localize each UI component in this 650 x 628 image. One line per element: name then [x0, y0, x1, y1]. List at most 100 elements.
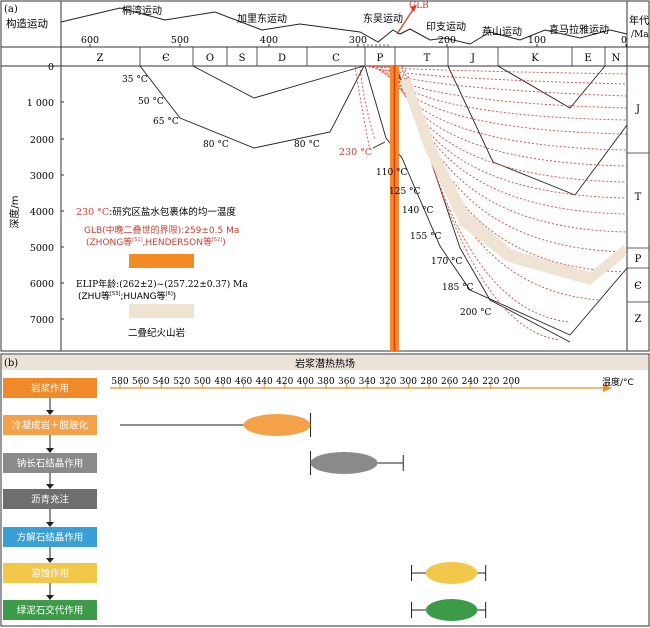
temp-tick-label: 260	[441, 377, 458, 387]
temp-tick-label: 320	[379, 377, 396, 387]
process-range-ellipse	[243, 414, 311, 436]
flow-arrowhead	[46, 595, 54, 600]
depth-tick: 0	[48, 62, 54, 73]
temp-tick-label: 220	[482, 377, 499, 387]
column-p: P	[635, 254, 642, 265]
process-label: 沥青充注	[31, 494, 70, 506]
process-label-box	[3, 415, 97, 435]
isotherm-125: 125 °C	[389, 187, 421, 197]
isotherm-170: 170 °C	[431, 257, 463, 267]
event-himalayan: 喜马拉雅运动	[549, 23, 609, 36]
age-tick: 400	[260, 35, 278, 46]
depth-tick: 6000	[30, 279, 54, 290]
stratum-j: J	[470, 53, 475, 64]
temp-tick-label: 480	[214, 377, 231, 387]
process-label: 方解石结晶作用	[17, 532, 84, 544]
isotherm-65: 65 °C	[153, 117, 179, 127]
isotherm-230: 230 °C	[339, 147, 372, 158]
isotherm-155: 155 °C	[410, 232, 442, 242]
legend-item-1: 230 °C:研究区盐水包裹体的均一温度	[76, 206, 236, 218]
process-label-box	[3, 563, 97, 583]
age-axis: 600 500 400 300 200 100 0	[81, 35, 627, 47]
panel-b-label: (b)	[4, 358, 18, 369]
process-range-ellipse	[425, 599, 478, 621]
depth-tick: 7000	[30, 315, 54, 326]
temp-tick-label: 460	[235, 377, 252, 387]
stratum-cambrian: Є	[162, 53, 170, 64]
age-tick: 300	[349, 35, 367, 46]
temp-tick-label: 360	[338, 377, 355, 387]
panel-a-label: (a)	[4, 4, 18, 15]
temp-tick-label: 280	[420, 377, 437, 387]
stratum-p: P	[377, 53, 384, 64]
temp-tick-label: 500	[194, 377, 211, 387]
era-unit: /Ma	[631, 30, 649, 40]
panel-b-header: 岩浆潜热热场	[295, 357, 355, 370]
age-tick: 600	[81, 35, 99, 46]
process-label-box	[3, 600, 97, 620]
event-yanshan: 燕山运动	[482, 26, 522, 38]
right-column: J T P Є Z	[627, 104, 649, 325]
legend-beige-swatch	[129, 304, 194, 318]
process-label-box	[3, 378, 97, 398]
isotherm-35: 35 °C	[122, 75, 148, 85]
temp-tick-label: 240	[462, 377, 479, 387]
process-row: 岩浆作用	[3, 378, 97, 415]
temp-tick-label: 520	[173, 377, 190, 387]
temp-tick-label: 440	[256, 377, 273, 387]
isotherm-80a: 80 °C	[203, 140, 229, 150]
temp-tick-label: 560	[132, 377, 149, 387]
process-label: 绿泥石交代作用	[17, 605, 84, 617]
depth-axis-label: 深度/m	[8, 195, 21, 228]
glb-label: GLB	[409, 1, 429, 11]
isotherm-230-pointer	[372, 141, 386, 149]
temp-tick-label: 400	[297, 377, 314, 387]
process-row: 冷凝成岩＋脱玻化	[3, 413, 312, 453]
age-tick: 0	[621, 35, 627, 46]
burial-lines	[139, 65, 628, 343]
panel-b-frame	[0, 353, 650, 627]
flow-arrowhead	[46, 410, 54, 415]
age-tick: 100	[528, 35, 546, 46]
strata-row: Z Є O S D C P T J K E N	[97, 47, 621, 66]
legend-glb-line2: (ZHONG等[51],HENDERSON等[52])	[86, 236, 226, 248]
column-cambrian: Є	[634, 281, 642, 292]
legend-elip-line2: (ZHU等[53];HUANG等[6])	[78, 290, 176, 302]
glb-arrow	[396, 7, 415, 35]
legend-glb-line1: GLB(中晚二叠世的界限):259±0.5 Ma	[84, 224, 239, 236]
process-row: 钠长石结晶作用	[3, 451, 404, 489]
column-z: Z	[635, 314, 642, 325]
tectonic-header: 构造运动	[6, 17, 48, 30]
event-dongwu: 东吴运动	[363, 12, 403, 25]
process-label-box	[3, 527, 97, 547]
depth-tick: 4000	[30, 207, 54, 218]
process-row: 溶蚀作用	[3, 562, 487, 600]
stratum-t: T	[424, 53, 431, 64]
depth-tick: 1 000	[27, 98, 54, 109]
column-t: T	[635, 192, 642, 203]
glb-arrow-head	[410, 5, 417, 12]
age-tick: 500	[171, 35, 189, 46]
depth-tick: 2000	[30, 135, 54, 146]
stratum-n: N	[612, 53, 621, 64]
stratum-c: C	[332, 53, 340, 64]
flow-arrowhead	[46, 484, 54, 489]
temp-tick-label: 300	[400, 377, 417, 387]
depth-axis: 0 1 000 2000 3000 4000 5000 6000 7000 深度…	[8, 62, 64, 326]
temp-tick-label: 340	[359, 377, 376, 387]
stratum-d: D	[278, 53, 286, 64]
process-row: 绿泥石交代作用	[3, 599, 487, 621]
age-tick: 200	[438, 35, 456, 46]
volcanic-band	[400, 78, 627, 285]
event-tongwan: 桐湾运动	[122, 4, 162, 17]
process-label: 冷凝成岩＋脱玻化	[12, 420, 89, 432]
column-j: J	[635, 104, 640, 115]
temp-axis-arrow	[603, 384, 612, 392]
process-row: 方解石结晶作用	[3, 527, 97, 563]
legend-elip-line1: ELIP年龄:(262±2)~(257.22±0.37) Ma	[76, 278, 248, 290]
temp-tick-label: 380	[317, 377, 334, 387]
process-label: 钠长石结晶作用	[17, 458, 84, 470]
legend-orange-swatch	[129, 254, 194, 268]
legend-volcanic: 二叠纪火山岩	[128, 327, 185, 339]
